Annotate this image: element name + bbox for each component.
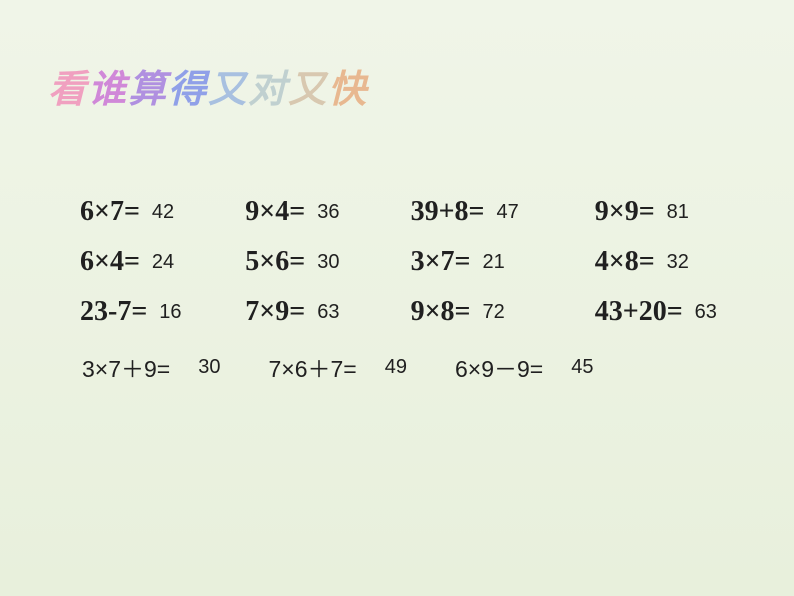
title-char: 对: [248, 58, 288, 113]
problem-cell: 6×4= 24: [80, 246, 245, 278]
answer: 32: [667, 251, 689, 274]
page-title: 看谁算得又对又快: [48, 58, 368, 113]
answer: 30: [198, 356, 220, 379]
answer: 63: [695, 301, 717, 324]
grid-row: 6×7= 42 9×4= 36 39+8= 47 9×9= 81: [80, 187, 760, 237]
title-char: 又: [288, 58, 328, 113]
expression: 7×9=: [245, 296, 305, 328]
expression: 4×8=: [595, 246, 655, 278]
problem-cell: 9×9= 81: [595, 196, 760, 228]
title-char: 谁: [88, 58, 128, 113]
problem-cell: 7×9= 63: [245, 296, 410, 328]
expression: 9×9=: [595, 196, 655, 228]
answer: 30: [317, 251, 339, 274]
problem-cell: 23-7= 16: [80, 296, 245, 328]
answer: 42: [152, 201, 174, 224]
grid-row: 6×4= 24 5×6= 30 3×7= 21 4×8= 32: [80, 237, 760, 287]
expression: 3×7=: [411, 246, 471, 278]
problem-cell: 4×8= 32: [595, 246, 760, 278]
expression: 23-7=: [80, 296, 147, 328]
expression: 5×6=: [245, 246, 305, 278]
problems-grid: 6×7= 42 9×4= 36 39+8= 47 9×9= 81 6×4= 24…: [80, 187, 760, 337]
answer: 24: [152, 251, 174, 274]
expression: 9×4=: [245, 196, 305, 228]
problem-cell: 6×9－9= 45: [455, 350, 594, 384]
expression: 43+20=: [595, 296, 683, 328]
answer: 45: [571, 356, 593, 379]
problem-cell: 7×6＋7= 49: [269, 350, 408, 384]
expression: 6×4=: [80, 246, 140, 278]
answer: 72: [482, 301, 504, 324]
expression: 9×8=: [411, 296, 471, 328]
answer: 21: [482, 251, 504, 274]
answer: 63: [317, 301, 339, 324]
problem-cell: 39+8= 47: [411, 196, 595, 228]
expression: 6×9－9=: [455, 350, 543, 384]
answer: 36: [317, 201, 339, 224]
problem-cell: 9×4= 36: [245, 196, 410, 228]
title-char: 看: [48, 58, 88, 113]
expression: 39+8=: [411, 196, 485, 228]
title-char: 快: [328, 58, 368, 113]
answer: 47: [496, 201, 518, 224]
title-char: 得: [168, 58, 208, 113]
title-char: 又: [208, 58, 248, 113]
expression: 7×6＋7=: [269, 350, 357, 384]
answer: 49: [385, 356, 407, 379]
title-char: 算: [128, 58, 168, 113]
problem-cell: 9×8= 72: [411, 296, 595, 328]
problem-cell: 5×6= 30: [245, 246, 410, 278]
grid-row: 23-7= 16 7×9= 63 9×8= 72 43+20= 63: [80, 287, 760, 337]
problem-cell: 6×7= 42: [80, 196, 245, 228]
expression: 3×7＋9=: [82, 350, 170, 384]
problem-cell: 3×7= 21: [411, 246, 595, 278]
bottom-problems: 3×7＋9= 30 7×6＋7= 49 6×9－9= 45: [82, 350, 642, 384]
answer: 16: [159, 301, 181, 324]
problem-cell: 3×7＋9= 30: [82, 350, 221, 384]
expression: 6×7=: [80, 196, 140, 228]
problem-cell: 43+20= 63: [595, 296, 760, 328]
answer: 81: [667, 201, 689, 224]
